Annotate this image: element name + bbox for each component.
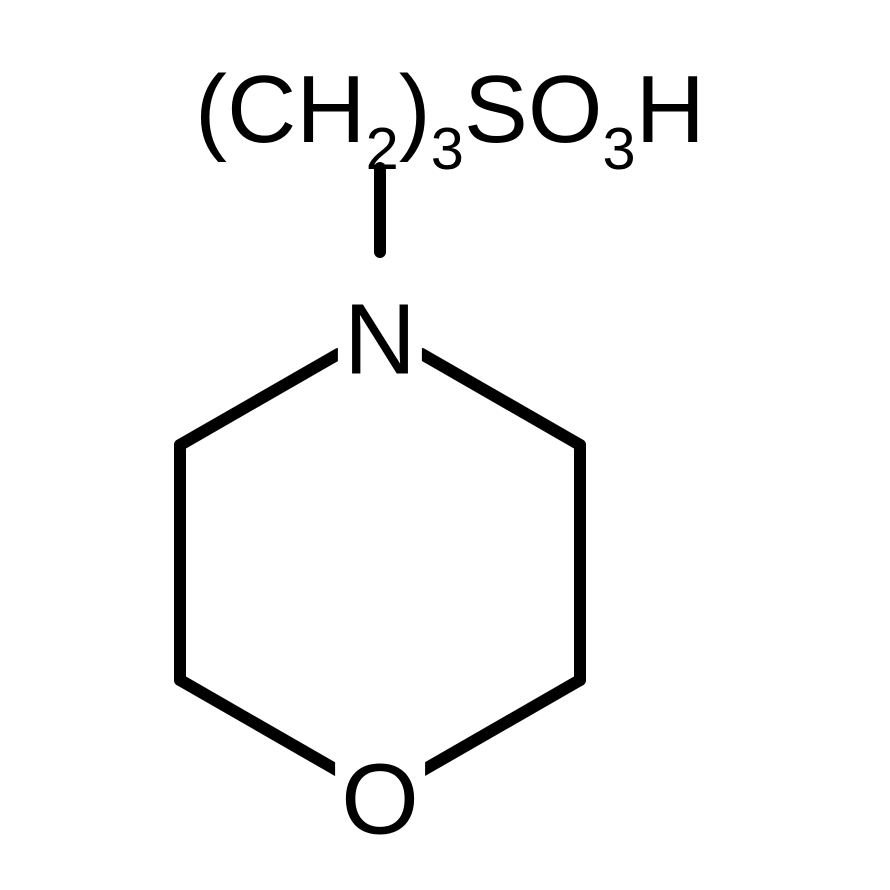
substituent-formula: (CH2)3SO3H [195,55,705,176]
nitrogen-atom-label: N [338,283,422,398]
oxygen-atom-label: O [335,743,425,858]
chemical-structure-canvas: (CH2)3SO3H N O [0,0,890,890]
